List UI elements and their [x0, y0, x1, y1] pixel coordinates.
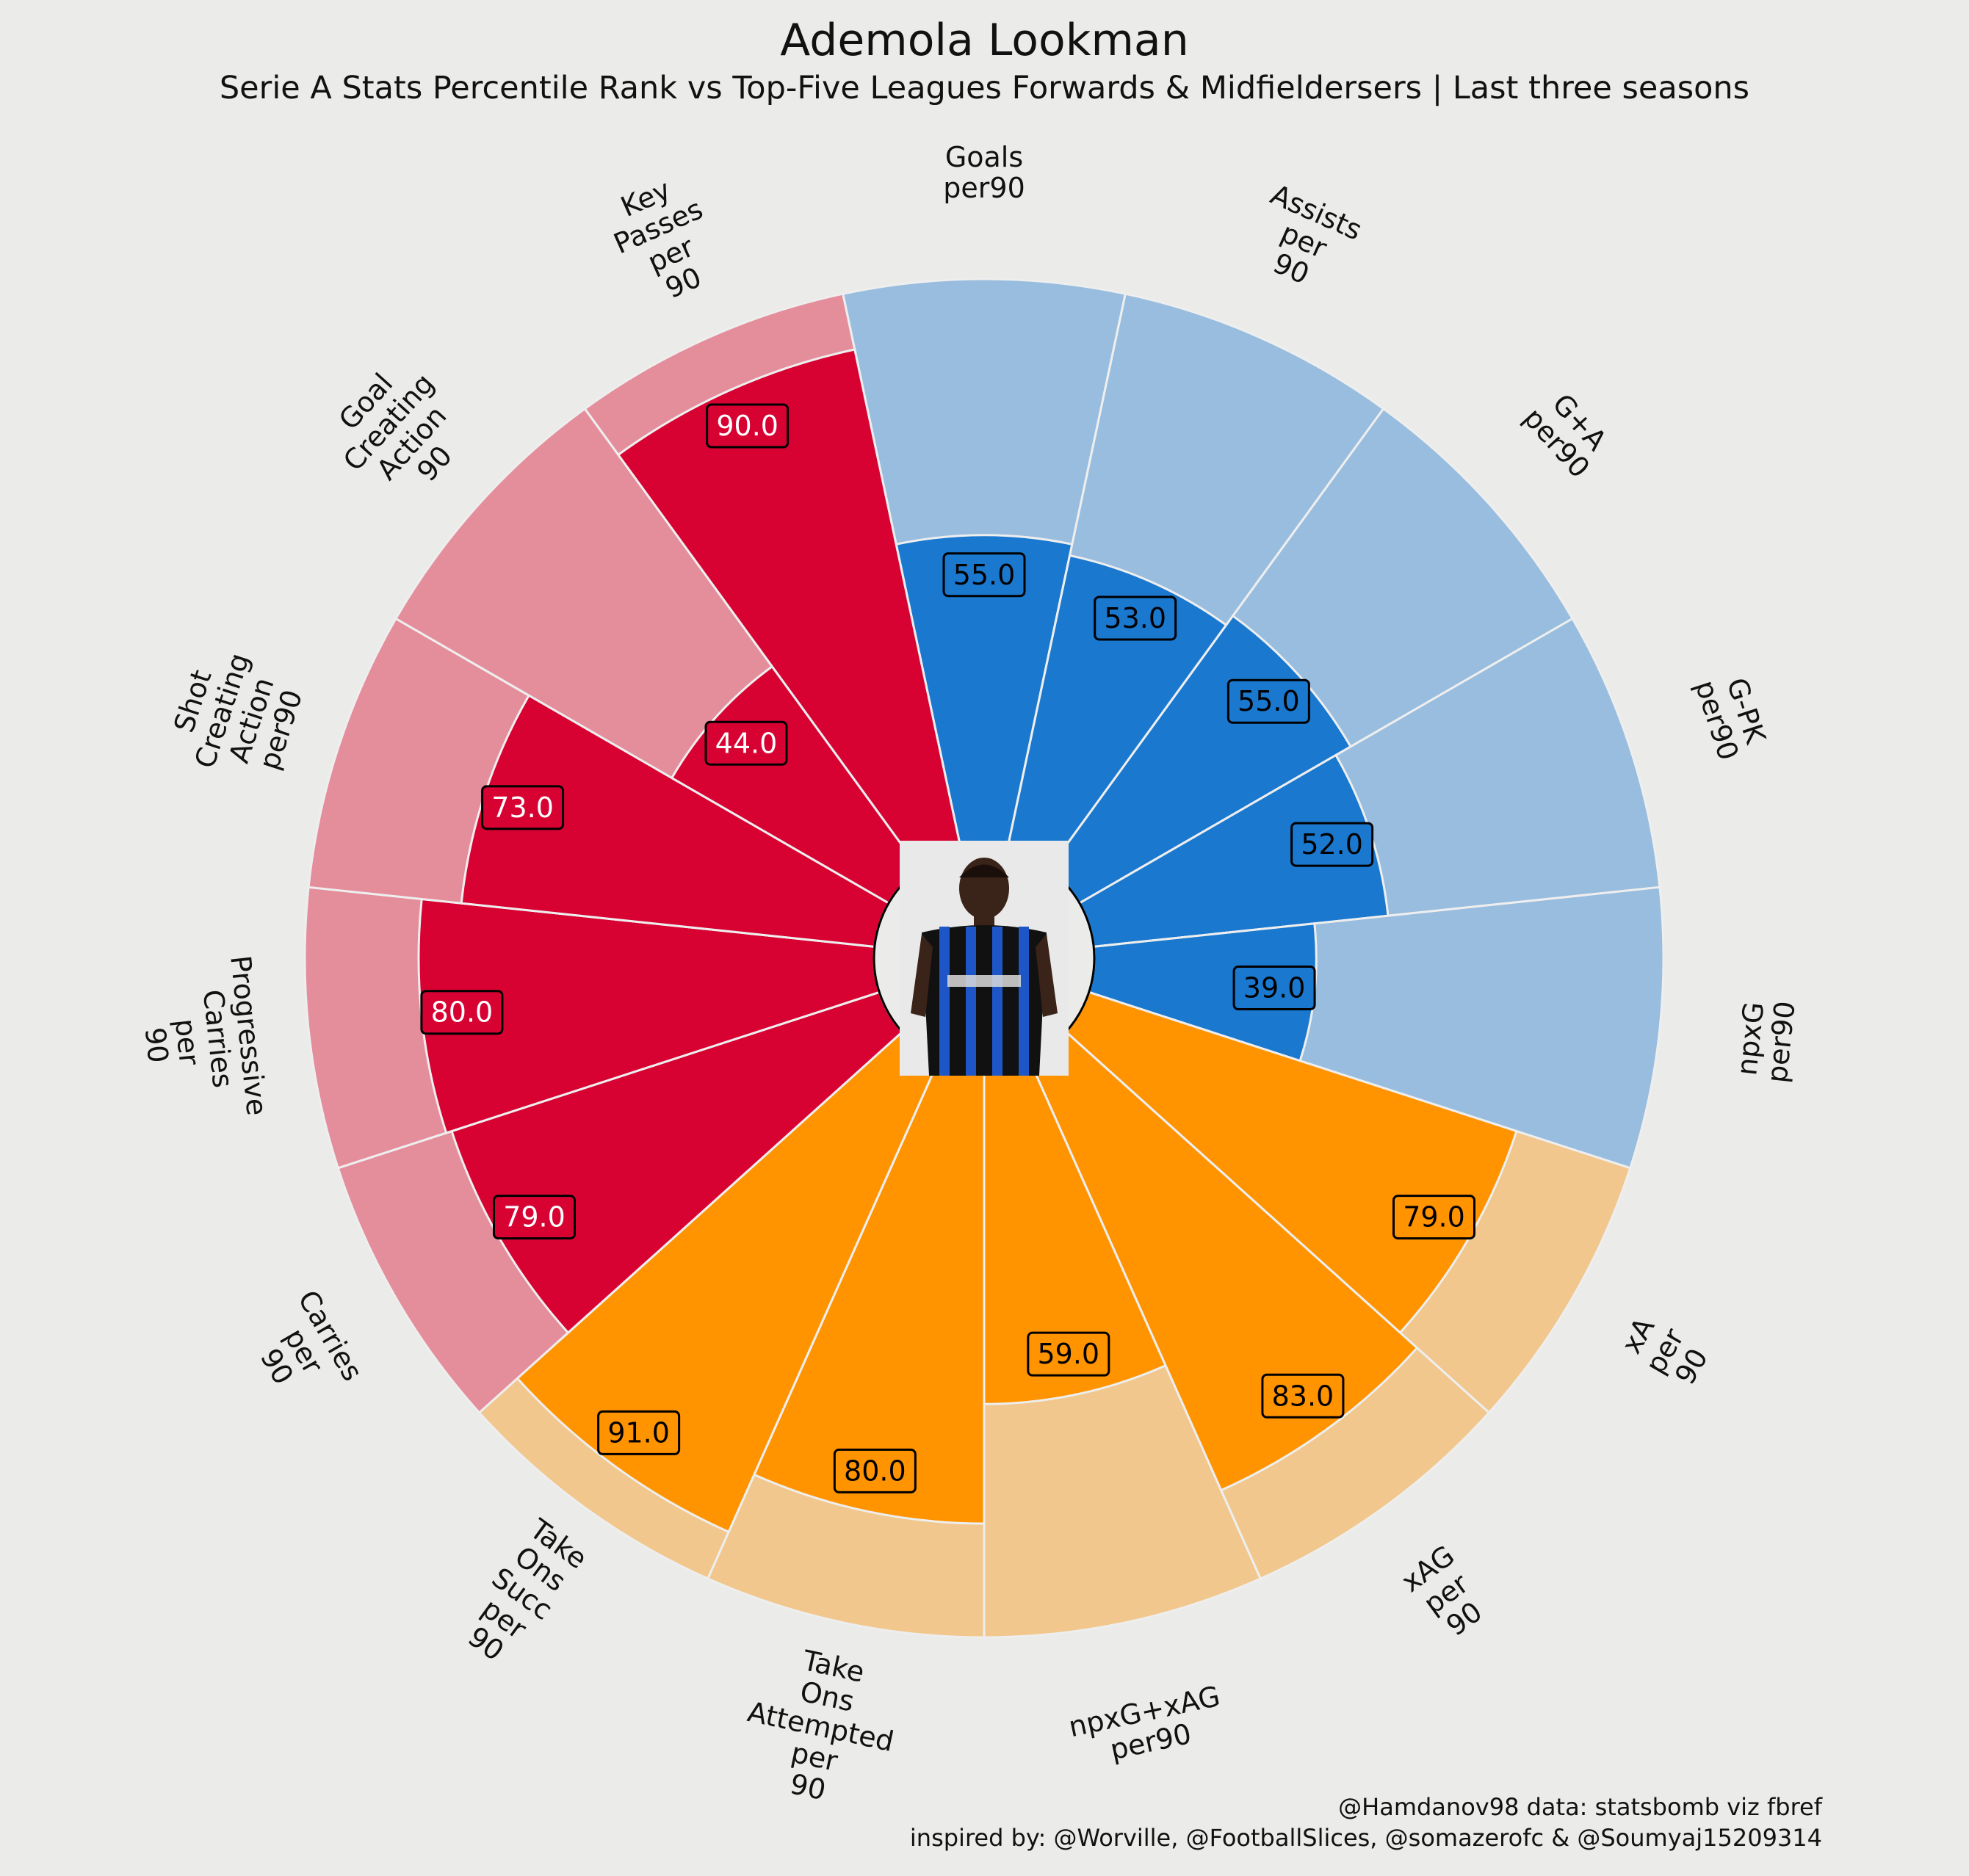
value-label-box [1261, 1373, 1345, 1419]
category-label: Goals per90 [943, 141, 1025, 204]
category-label: Assistsper90 [1240, 178, 1367, 303]
category-label: xAper90 [1612, 1307, 1717, 1394]
value-label-box [597, 1410, 681, 1455]
credits-line-1: @Hamdanov98 data: statsbomb viz fbref [1338, 1793, 1822, 1821]
value-label-box [1290, 822, 1374, 867]
category-label: ShotCreatingActionper90 [159, 640, 315, 791]
credits: @Hamdanov98 data: statsbomb viz fbref in… [910, 1792, 1822, 1853]
value-label-box [1027, 1331, 1110, 1377]
category-label: xAGper90 [1395, 1539, 1497, 1648]
value-label: 55.0 [942, 552, 1026, 598]
svg-text:Carriesper90: Carriesper90 [238, 1285, 369, 1417]
value-label-text: 59.0 [1038, 1338, 1100, 1370]
value-label: 55.0 [1226, 678, 1310, 724]
value-label-text: 44.0 [715, 727, 778, 759]
svg-text:Assistsper90: Assistsper90 [1240, 178, 1366, 303]
player-photo [900, 841, 1069, 1076]
value-label-text: 52.0 [1301, 828, 1363, 861]
value-label: 52.0 [1290, 822, 1374, 867]
svg-text:npxG+xAGper90: npxG+xAGper90 [1066, 1680, 1229, 1774]
value-label-text: 80.0 [431, 996, 494, 1029]
value-label-text: 79.0 [1403, 1201, 1465, 1234]
value-label-box [493, 1195, 577, 1240]
value-label-text: 53.0 [1104, 602, 1166, 634]
value-label-text: 39.0 [1243, 972, 1306, 1004]
value-label-text: 91.0 [607, 1416, 670, 1449]
svg-text:TakeOnsAttemptedper90: TakeOnsAttemptedper90 [732, 1635, 910, 1818]
svg-text:G-PKper90: G-PKper90 [1689, 667, 1774, 764]
value-label-text: 79.0 [503, 1201, 566, 1234]
value-label-box [420, 990, 504, 1035]
credits-line-2: inspired by: @Worville, @FootballSlices,… [909, 1824, 1822, 1852]
value-label: 44.0 [704, 720, 788, 766]
center-layer [872, 841, 1096, 1076]
value-label-text: 55.0 [1238, 685, 1300, 717]
svg-text:TakeOnsSuccper90: TakeOnsSuccper90 [449, 1511, 594, 1676]
svg-text:xAGper90: xAGper90 [1395, 1539, 1497, 1648]
value-label: 80.0 [420, 990, 504, 1035]
value-label: 73.0 [481, 785, 565, 830]
value-label-text: 80.0 [844, 1455, 906, 1487]
svg-text:xAper90: xAper90 [1612, 1307, 1717, 1394]
value-labels-layer: 55.0 53.0 55.0 52.0 39.0 79.0 83.0 59.0 80.0 91.0… [420, 403, 1475, 1493]
category-label: npxGper90 [1730, 996, 1802, 1084]
value-label: 79.0 [493, 1195, 577, 1240]
category-label: npxG+xAGper90 [1066, 1680, 1229, 1774]
value-label: 83.0 [1261, 1373, 1345, 1419]
category-label: GoalCreatingAction90 [314, 347, 487, 518]
value-label-box [942, 552, 1026, 598]
value-label-text: 90.0 [716, 410, 778, 442]
svg-text:G+Aper90: G+Aper90 [1517, 381, 1619, 484]
category-label: KeyPassesper90 [596, 164, 732, 316]
value-label-box [481, 785, 565, 830]
value-label-text: 55.0 [953, 559, 1016, 591]
value-label-box [1392, 1195, 1475, 1240]
chart-subtitle: Serie A Stats Percentile Rank vs Top-Fiv… [219, 70, 1750, 106]
value-label-box [704, 720, 788, 766]
value-label: 90.0 [706, 403, 790, 449]
category-label: TakeOnsAttemptedper90 [732, 1635, 910, 1818]
slices-layer [303, 278, 1665, 1639]
value-label: 39.0 [1232, 966, 1316, 1011]
category-label: TakeOnsSuccper90 [449, 1511, 594, 1676]
value-label-text: 73.0 [491, 792, 554, 824]
value-label: 91.0 [597, 1410, 681, 1455]
category-label: G-PKper90 [1689, 667, 1774, 764]
category-label: G+Aper90 [1517, 381, 1619, 484]
category-label: ProgressiveCarriesper90 [132, 954, 273, 1126]
value-label: 80.0 [833, 1448, 917, 1493]
svg-text:npxGper90: npxGper90 [1730, 996, 1802, 1084]
value-label-box [1232, 966, 1316, 1011]
value-label-box [1226, 678, 1310, 724]
value-label-box [706, 403, 790, 449]
category-label: Carriesper90 [238, 1285, 369, 1417]
value-label: 59.0 [1027, 1331, 1110, 1377]
value-label: 79.0 [1392, 1195, 1475, 1240]
value-label-text: 83.0 [1272, 1380, 1334, 1412]
value-label: 53.0 [1094, 595, 1177, 641]
svg-text:KeyPassesper90: KeyPassesper90 [596, 164, 732, 316]
value-label-box [833, 1448, 917, 1493]
value-label-box [1094, 595, 1177, 641]
svg-text:GoalCreatingAction90: GoalCreatingAction90 [314, 347, 487, 518]
category-labels-layer: Goals per90 Assistsper90 G+Aper90 G-PKper90 n… [132, 141, 1802, 1818]
chart-title: Ademola Lookman [780, 15, 1189, 66]
svg-text:ShotCreatingActionper90: ShotCreatingActionper90 [159, 640, 315, 791]
svg-text:ProgressiveCarriesper90: ProgressiveCarriesper90 [132, 954, 273, 1126]
